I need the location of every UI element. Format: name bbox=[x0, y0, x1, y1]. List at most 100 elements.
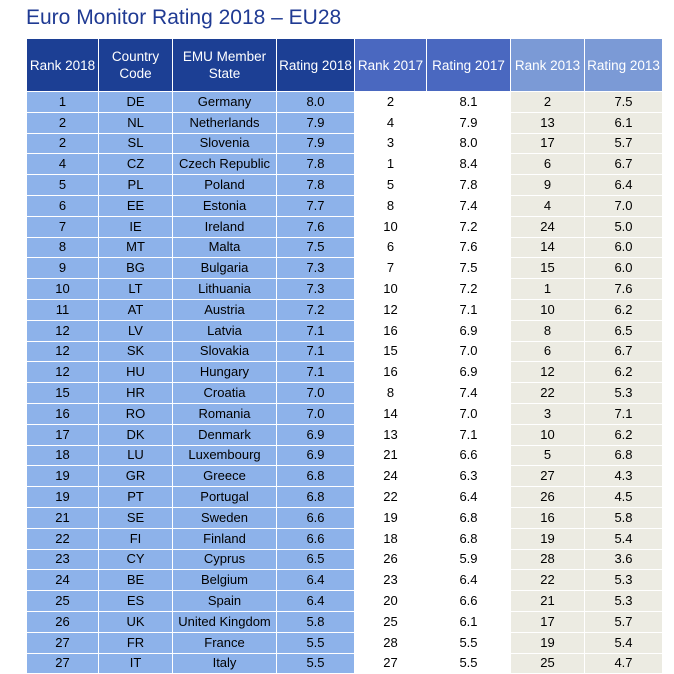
cell-rating-2013: 6.8 bbox=[584, 444, 663, 467]
cell-rank-2017: 20 bbox=[354, 590, 427, 612]
cell-rank-2017: 7 bbox=[354, 257, 427, 280]
cell-rating-2017: 6.1 bbox=[426, 610, 511, 633]
cell-country-code: UK bbox=[98, 610, 173, 633]
cell-rating-2017: 7.6 bbox=[426, 236, 511, 259]
cell-rank-2017: 8 bbox=[354, 382, 427, 404]
table-row: 8 MT Malta 7.5 6 7.6 14 6.0 bbox=[26, 236, 663, 259]
cell-rank-2013: 22 bbox=[510, 382, 585, 404]
cell-rating-2018: 5.5 bbox=[276, 652, 355, 674]
cell-rank-2013: 25 bbox=[510, 652, 585, 674]
cell-rating-2017: 7.5 bbox=[426, 257, 511, 280]
header-rating-2017: Rating 2017 bbox=[426, 38, 511, 92]
cell-rank-2017: 27 bbox=[354, 652, 427, 674]
cell-rating-2018: 8.0 bbox=[276, 91, 355, 113]
table-row: 24 BE Belgium 6.4 23 6.4 22 5.3 bbox=[26, 569, 663, 592]
cell-country-code: GR bbox=[98, 465, 173, 488]
cell-rating-2017: 7.4 bbox=[426, 382, 511, 404]
cell-member-state: Portugal bbox=[172, 486, 277, 508]
table-row: 25 ES Spain 6.4 20 6.6 21 5.3 bbox=[26, 590, 663, 612]
cell-rating-2017: 6.4 bbox=[426, 486, 511, 508]
cell-rank-2013: 17 bbox=[510, 132, 585, 155]
cell-rating-2018: 7.8 bbox=[276, 174, 355, 196]
cell-rating-2017: 7.1 bbox=[426, 423, 511, 446]
table-row: 18 LU Luxembourg 6.9 21 6.6 5 6.8 bbox=[26, 444, 663, 467]
header-member-state: EMU Member State bbox=[172, 38, 277, 92]
cell-rating-2013: 5.3 bbox=[584, 569, 663, 592]
cell-rating-2013: 5.3 bbox=[584, 382, 663, 404]
cell-rank-2017: 22 bbox=[354, 486, 427, 508]
cell-rating-2018: 7.0 bbox=[276, 382, 355, 404]
cell-rating-2018: 7.0 bbox=[276, 402, 355, 425]
cell-rank-2018: 10 bbox=[26, 278, 99, 300]
header-rating-2013: Rating 2013 bbox=[584, 38, 663, 92]
cell-rank-2018: 12 bbox=[26, 319, 99, 342]
cell-member-state: Finland bbox=[172, 527, 277, 550]
cell-rank-2017: 14 bbox=[354, 402, 427, 425]
cell-rating-2018: 5.8 bbox=[276, 610, 355, 633]
cell-rank-2013: 17 bbox=[510, 610, 585, 633]
cell-rating-2013: 4.5 bbox=[584, 486, 663, 508]
cell-country-code: HU bbox=[98, 361, 173, 384]
cell-rating-2013: 6.4 bbox=[584, 174, 663, 196]
cell-rating-2018: 6.8 bbox=[276, 465, 355, 488]
cell-member-state: Czech Republic bbox=[172, 153, 277, 176]
cell-country-code: FI bbox=[98, 527, 173, 550]
cell-rank-2013: 9 bbox=[510, 174, 585, 196]
cell-member-state: Malta bbox=[172, 236, 277, 259]
cell-rating-2018: 6.4 bbox=[276, 590, 355, 612]
cell-rating-2018: 7.6 bbox=[276, 215, 355, 238]
cell-rating-2013: 3.6 bbox=[584, 548, 663, 571]
cell-rating-2013: 6.1 bbox=[584, 111, 663, 134]
table-row: 5 PL Poland 7.8 5 7.8 9 6.4 bbox=[26, 174, 663, 196]
cell-member-state: Bulgaria bbox=[172, 257, 277, 280]
cell-rating-2017: 7.9 bbox=[426, 111, 511, 134]
cell-rank-2017: 13 bbox=[354, 423, 427, 446]
cell-rank-2017: 2 bbox=[354, 91, 427, 113]
cell-rank-2013: 14 bbox=[510, 236, 585, 259]
cell-rank-2013: 22 bbox=[510, 569, 585, 592]
header-rank-2017: Rank 2017 bbox=[354, 38, 427, 92]
table-row: 16 RO Romania 7.0 14 7.0 3 7.1 bbox=[26, 402, 663, 425]
cell-member-state: Slovakia bbox=[172, 340, 277, 363]
cell-country-code: IT bbox=[98, 652, 173, 674]
cell-rank-2018: 11 bbox=[26, 298, 99, 321]
cell-rating-2017: 6.9 bbox=[426, 319, 511, 342]
cell-rating-2018: 6.9 bbox=[276, 423, 355, 446]
cell-rating-2018: 6.5 bbox=[276, 548, 355, 571]
cell-country-code: LU bbox=[98, 444, 173, 467]
cell-member-state: France bbox=[172, 631, 277, 654]
cell-country-code: LT bbox=[98, 278, 173, 300]
cell-member-state: Netherlands bbox=[172, 111, 277, 134]
cell-rank-2017: 28 bbox=[354, 631, 427, 654]
cell-rank-2017: 23 bbox=[354, 569, 427, 592]
cell-country-code: ES bbox=[98, 590, 173, 612]
cell-member-state: Latvia bbox=[172, 319, 277, 342]
cell-rating-2013: 7.6 bbox=[584, 278, 663, 300]
cell-rating-2013: 7.0 bbox=[584, 194, 663, 217]
table-row: 12 LV Latvia 7.1 16 6.9 8 6.5 bbox=[26, 319, 663, 342]
cell-rank-2017: 25 bbox=[354, 610, 427, 633]
cell-member-state: Slovenia bbox=[172, 132, 277, 155]
cell-rating-2018: 6.8 bbox=[276, 486, 355, 508]
cell-rating-2017: 6.6 bbox=[426, 590, 511, 612]
cell-rank-2017: 26 bbox=[354, 548, 427, 571]
cell-country-code: BG bbox=[98, 257, 173, 280]
cell-rating-2017: 6.8 bbox=[426, 506, 511, 529]
cell-country-code: MT bbox=[98, 236, 173, 259]
cell-rating-2018: 6.4 bbox=[276, 569, 355, 592]
cell-rating-2017: 5.9 bbox=[426, 548, 511, 571]
table-row: 2 SL Slovenia 7.9 3 8.0 17 5.7 bbox=[26, 132, 663, 155]
cell-rank-2018: 27 bbox=[26, 631, 99, 654]
cell-country-code: SL bbox=[98, 132, 173, 155]
cell-rank-2018: 16 bbox=[26, 402, 99, 425]
cell-rating-2013: 5.7 bbox=[584, 132, 663, 155]
table-row: 7 IE Ireland 7.6 10 7.2 24 5.0 bbox=[26, 215, 663, 238]
cell-rank-2017: 8 bbox=[354, 194, 427, 217]
cell-rank-2013: 3 bbox=[510, 402, 585, 425]
header-country-code: Country Code bbox=[98, 38, 173, 92]
cell-rating-2017: 6.3 bbox=[426, 465, 511, 488]
header-rating-2018: Rating 2018 bbox=[276, 38, 355, 92]
cell-rank-2018: 19 bbox=[26, 465, 99, 488]
cell-rank-2017: 19 bbox=[354, 506, 427, 529]
cell-rank-2018: 25 bbox=[26, 590, 99, 612]
